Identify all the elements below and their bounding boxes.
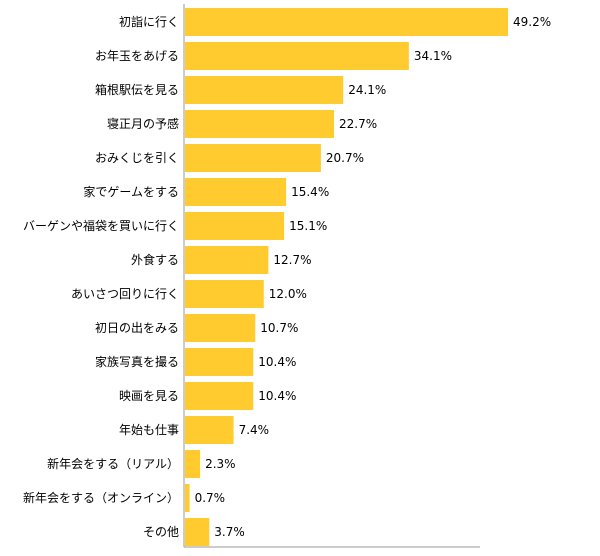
bar-3 bbox=[185, 76, 344, 104]
value-label-6: 15.4% bbox=[291, 185, 329, 199]
bar-14 bbox=[185, 450, 201, 478]
value-label-3: 24.1% bbox=[348, 83, 386, 97]
bar-11 bbox=[185, 348, 254, 376]
value-labels-group: 49.2% 34.1% 24.1% 22.7% 20.7% 15.4% 15.1% 12.7%… bbox=[195, 15, 552, 539]
value-label-12: 10.4% bbox=[258, 389, 296, 403]
bar-16 bbox=[185, 518, 210, 546]
value-label-15: 0.7% bbox=[195, 491, 226, 505]
category-labels-group: 初詣に行くお年玉をあげる箱根駅伝を見る寝正月の予感おみくじを引く家でゲームをする… bbox=[23, 15, 179, 539]
value-label-4: 22.7% bbox=[339, 117, 377, 131]
category-label-2: お年玉をあげる bbox=[95, 49, 179, 63]
bar-1 bbox=[185, 8, 508, 36]
bar-13 bbox=[185, 416, 234, 444]
category-label-15: 新年会をする（オンライン） bbox=[23, 490, 179, 505]
category-label-8: 外食する bbox=[131, 252, 179, 267]
bar-6 bbox=[185, 178, 287, 206]
value-label-10: 10.7% bbox=[260, 321, 298, 335]
value-label-2: 34.1% bbox=[414, 49, 452, 63]
category-label-9: あいさつ回りに行く bbox=[71, 287, 179, 301]
value-label-16: 3.7% bbox=[214, 525, 245, 539]
value-label-14: 2.3% bbox=[205, 457, 236, 471]
value-label-8: 12.7% bbox=[273, 253, 311, 267]
bar-4 bbox=[185, 110, 335, 138]
bar-15 bbox=[185, 484, 190, 512]
value-label-1: 49.2% bbox=[513, 15, 551, 29]
category-label-11: 家族写真を撮る bbox=[95, 354, 179, 369]
bar-5 bbox=[185, 144, 321, 172]
category-label-7: バーゲンや福袋を買いに行く bbox=[23, 218, 179, 233]
category-label-12: 映画を見る bbox=[119, 389, 179, 403]
value-label-11: 10.4% bbox=[258, 355, 296, 369]
value-label-13: 7.4% bbox=[239, 423, 270, 437]
bars-group bbox=[185, 8, 508, 546]
category-label-10: 初日の出をみる bbox=[95, 321, 179, 335]
bar-8 bbox=[185, 246, 269, 274]
category-label-3: 箱根駅伝を見る bbox=[95, 82, 179, 97]
bar-2 bbox=[185, 42, 409, 70]
category-label-16: その他 bbox=[143, 525, 179, 539]
value-label-5: 20.7% bbox=[326, 151, 364, 165]
category-label-1: 初詣に行く bbox=[119, 15, 179, 29]
bar-12 bbox=[185, 382, 254, 410]
category-label-5: おみくじを引く bbox=[95, 151, 179, 165]
category-label-13: 年始も仕事 bbox=[119, 423, 179, 437]
bar-9 bbox=[185, 280, 264, 308]
value-label-7: 15.1% bbox=[289, 219, 327, 233]
value-label-9: 12.0% bbox=[269, 287, 307, 301]
category-label-6: 家でゲームをする bbox=[83, 184, 179, 199]
bar-7 bbox=[185, 212, 285, 240]
category-label-14: 新年会をする（リアル） bbox=[47, 456, 179, 471]
bar-10 bbox=[185, 314, 256, 342]
category-label-4: 寝正月の予感 bbox=[107, 116, 179, 131]
